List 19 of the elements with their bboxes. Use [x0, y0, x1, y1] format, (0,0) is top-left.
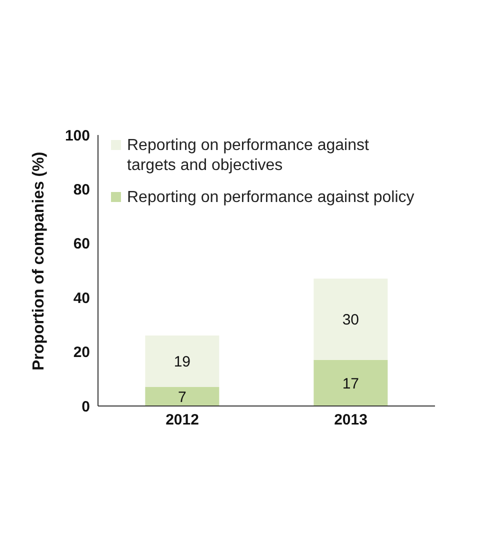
bar [145, 336, 220, 388]
y-tick-label: 0 [82, 398, 90, 416]
y-tick-label: 60 [73, 236, 90, 253]
bar [314, 278, 388, 360]
y-tick-label: 20 [73, 344, 90, 362]
bar [145, 387, 220, 406]
data-label: 17 [342, 375, 360, 392]
x-tick-label: 2012 [166, 412, 199, 429]
legend-label: Reporting on performance against policy [127, 188, 414, 208]
y-tick-label: 100 [64, 127, 90, 144]
data-label: 19 [174, 354, 191, 371]
x-tick-label: 2013 [334, 412, 368, 429]
y-axis-title: Proportion of companies (%) [30, 152, 48, 370]
data-label: 7 [178, 388, 186, 406]
legend-label: Reporting on performance against targets and objectives [127, 136, 370, 176]
y-tick-label: 40 [73, 290, 90, 307]
bar [314, 360, 388, 406]
data-label: 30 [342, 312, 360, 329]
y-tick-label: 80 [73, 182, 90, 199]
